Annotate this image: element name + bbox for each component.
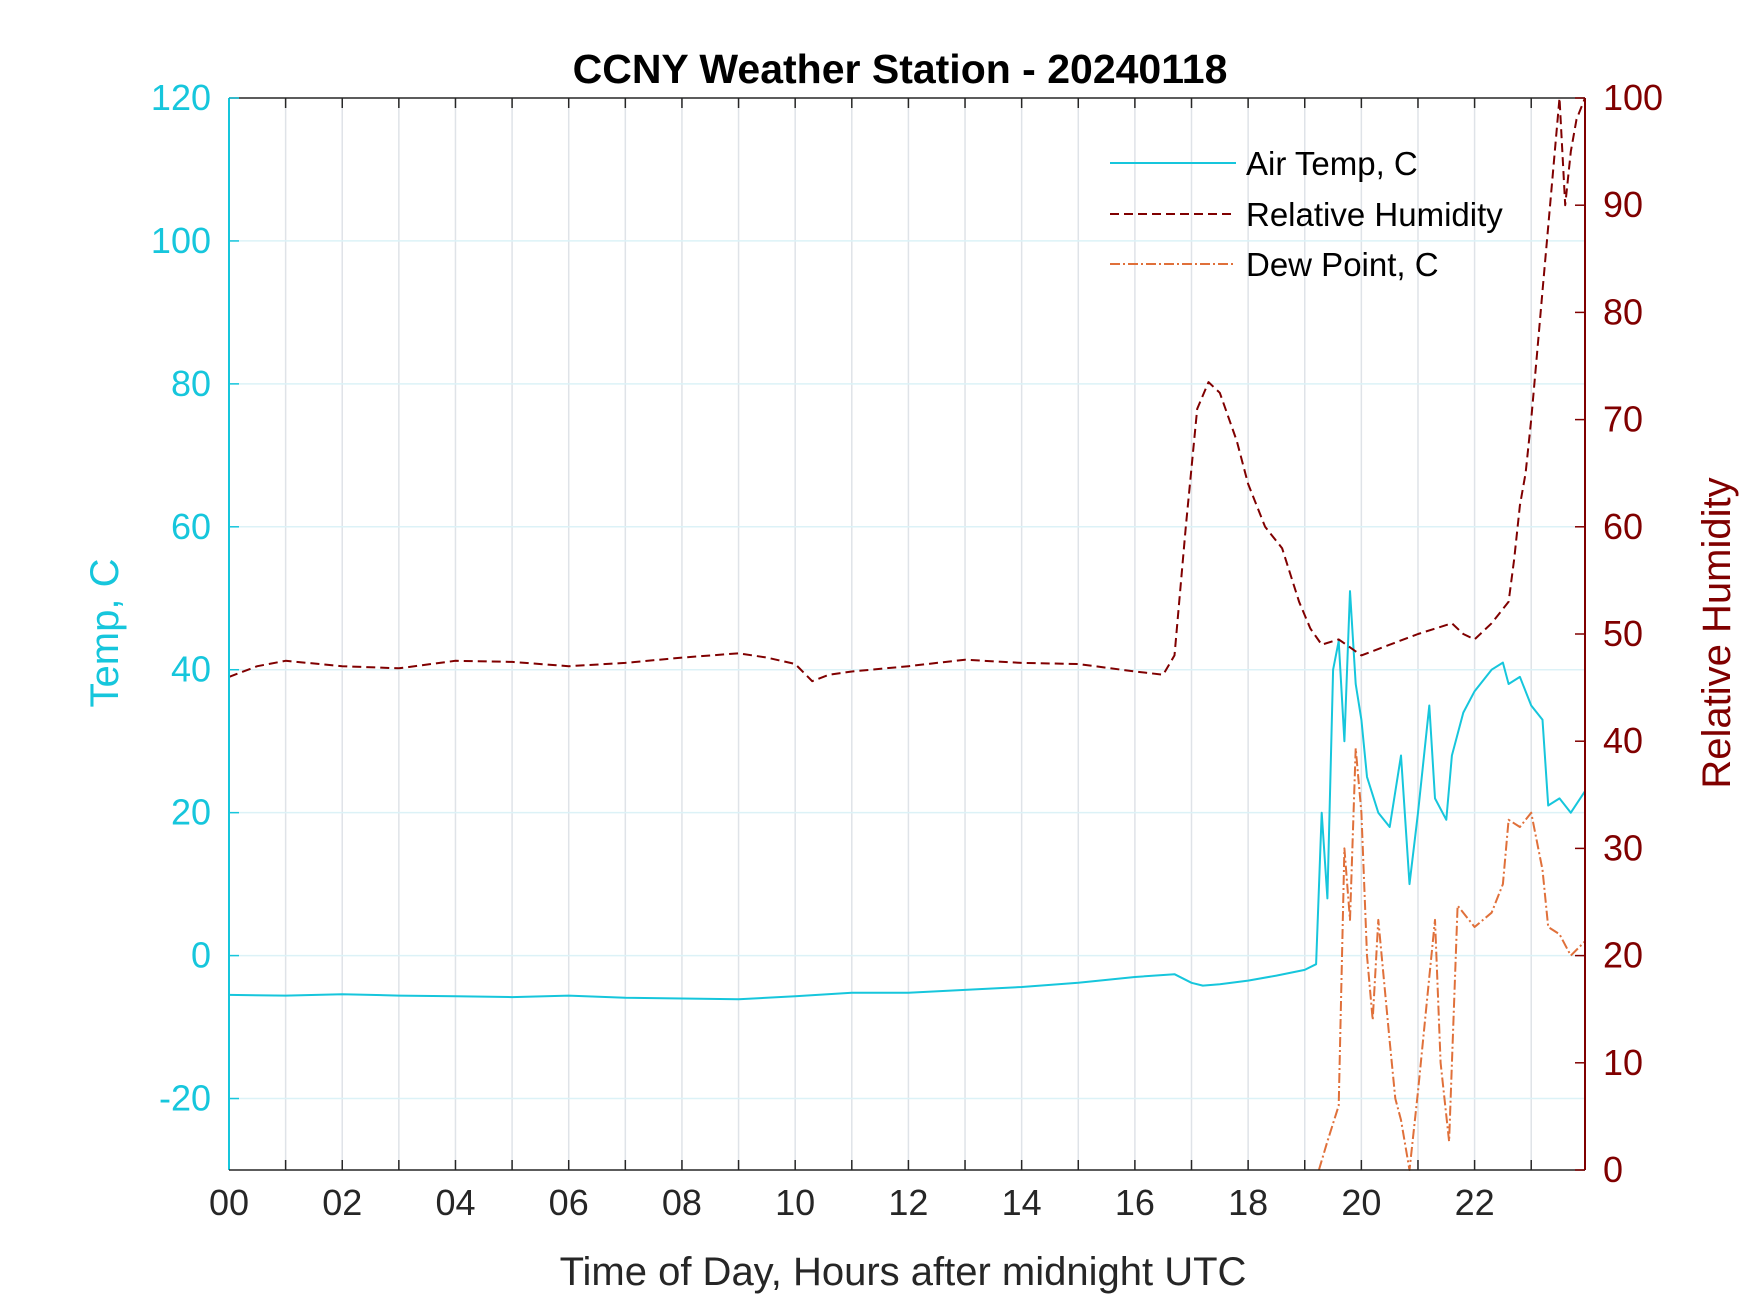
- series-line-relative-humidity: [228, 97, 1586, 683]
- series-line-dew-point-c: [1317, 747, 1586, 1171]
- legend-label-relative-humidity: Relative Humidity: [1246, 196, 1503, 233]
- axes: 00 02 04 06 08 10 12 14 16 18 20 22-200204060801001…: [151, 77, 1663, 1223]
- y-right-tick-label: 40: [1603, 720, 1643, 761]
- y-left-tick-label: 100: [151, 220, 211, 261]
- x-tick-label: 22: [1455, 1182, 1495, 1223]
- y-right-tick-label: 10: [1603, 1042, 1643, 1083]
- y-left-tick-label: 120: [151, 77, 211, 118]
- x-tick-label: 14: [1002, 1182, 1042, 1223]
- x-tick-label: 12: [888, 1182, 928, 1223]
- y-right-tick-label: 20: [1603, 935, 1643, 976]
- x-tick-label: 20: [1341, 1182, 1381, 1223]
- y-right-tick-label: 100: [1603, 77, 1663, 118]
- y-left-tick-label: 80: [171, 363, 211, 404]
- y-right-tick-label: 50: [1603, 613, 1643, 654]
- series-line-air-temp-c: [228, 590, 1586, 1001]
- grid: [229, 98, 1585, 1170]
- y-left-tick-label: 40: [171, 649, 211, 690]
- series-layer: [228, 97, 1586, 1171]
- legend-label-dew-point: Dew Point, C: [1246, 246, 1439, 283]
- x-tick-label: 00: [209, 1182, 249, 1223]
- y-right-tick-label: 0: [1603, 1149, 1623, 1190]
- x-tick-label: 08: [662, 1182, 702, 1223]
- y-left-tick-label: 20: [171, 792, 211, 833]
- x-tick-label: 10: [775, 1182, 815, 1223]
- chart-title: CCNY Weather Station - 20240118: [573, 46, 1228, 92]
- y-axis-left-label: Temp, C: [83, 559, 127, 708]
- x-tick-label: 06: [549, 1182, 589, 1223]
- y-left-tick-label: -20: [159, 1078, 211, 1119]
- x-tick-label: 02: [322, 1182, 362, 1223]
- y-left-tick-label: 60: [171, 506, 211, 547]
- x-tick-label: 16: [1115, 1182, 1155, 1223]
- y-axis-right-label: Relative Humidity: [1695, 477, 1739, 788]
- y-right-tick-label: 90: [1603, 184, 1643, 225]
- y-left-tick-label: 0: [191, 935, 211, 976]
- y-right-tick-label: 70: [1603, 399, 1643, 440]
- x-tick-label: 18: [1228, 1182, 1268, 1223]
- legend-label-air-temp: Air Temp, C: [1246, 145, 1418, 182]
- y-right-tick-label: 60: [1603, 506, 1643, 547]
- x-axis-label: Time of Day, Hours after midnight UTC: [560, 1250, 1247, 1294]
- legend: Air Temp, C Relative Humidity Dew Point,…: [1110, 145, 1503, 283]
- x-tick-label: 04: [435, 1182, 475, 1223]
- y-right-tick-label: 30: [1603, 827, 1643, 868]
- y-right-tick-label: 80: [1603, 291, 1643, 332]
